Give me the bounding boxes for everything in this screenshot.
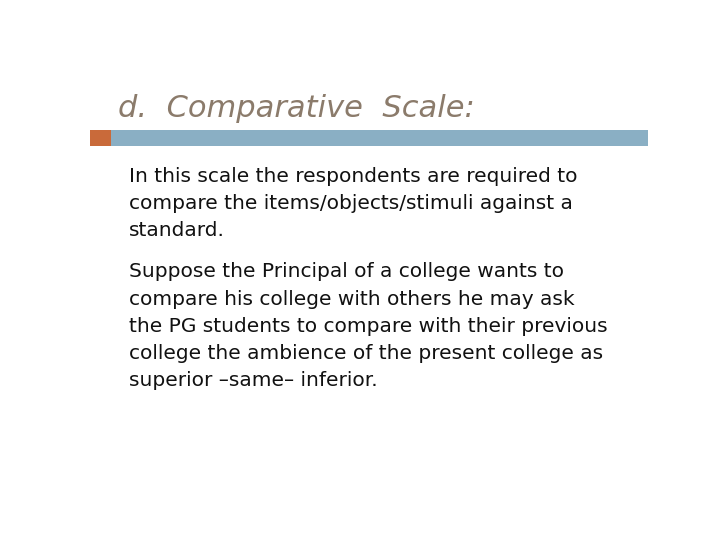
- Text: d.  Comparative  Scale:: d. Comparative Scale:: [118, 94, 474, 123]
- Bar: [111, 130, 648, 146]
- Text: In this scale the respondents are required to
compare the items/objects/stimuli : In this scale the respondents are requir…: [129, 167, 577, 240]
- Text: Suppose the Principal of a college wants to
compare his college with others he m: Suppose the Principal of a college wants…: [129, 262, 608, 390]
- Bar: [90, 130, 111, 146]
